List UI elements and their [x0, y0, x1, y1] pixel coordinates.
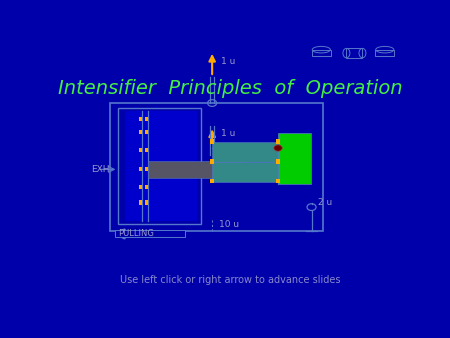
FancyBboxPatch shape	[211, 160, 214, 164]
Text: EXH: EXH	[91, 165, 110, 174]
FancyBboxPatch shape	[145, 167, 148, 171]
FancyBboxPatch shape	[148, 161, 245, 178]
Text: Intensifier  Principles  of  Operation: Intensifier Principles of Operation	[58, 79, 403, 98]
FancyBboxPatch shape	[139, 167, 142, 171]
Text: 10 u: 10 u	[219, 220, 239, 228]
FancyBboxPatch shape	[212, 142, 278, 162]
FancyBboxPatch shape	[145, 148, 148, 152]
Text: PULLING: PULLING	[118, 229, 154, 238]
Circle shape	[274, 145, 282, 151]
Text: 2 u: 2 u	[318, 197, 332, 207]
Text: Use left click or right arrow to advance slides: Use left click or right arrow to advance…	[121, 275, 341, 285]
FancyBboxPatch shape	[145, 117, 148, 121]
FancyBboxPatch shape	[278, 133, 311, 184]
Text: 1 u: 1 u	[221, 128, 235, 138]
Text: 1 u: 1 u	[221, 57, 235, 66]
FancyBboxPatch shape	[145, 130, 148, 134]
FancyBboxPatch shape	[115, 230, 184, 237]
FancyBboxPatch shape	[139, 130, 142, 134]
FancyBboxPatch shape	[145, 200, 148, 204]
FancyBboxPatch shape	[276, 179, 280, 184]
FancyBboxPatch shape	[276, 159, 280, 163]
FancyBboxPatch shape	[139, 200, 142, 204]
FancyBboxPatch shape	[139, 148, 142, 152]
FancyBboxPatch shape	[145, 185, 148, 189]
FancyBboxPatch shape	[276, 160, 280, 164]
FancyBboxPatch shape	[211, 159, 214, 163]
FancyBboxPatch shape	[139, 117, 142, 121]
FancyBboxPatch shape	[211, 140, 214, 144]
FancyBboxPatch shape	[139, 185, 142, 189]
FancyBboxPatch shape	[211, 179, 214, 184]
FancyBboxPatch shape	[276, 140, 280, 144]
FancyBboxPatch shape	[125, 111, 197, 221]
FancyBboxPatch shape	[212, 162, 278, 182]
